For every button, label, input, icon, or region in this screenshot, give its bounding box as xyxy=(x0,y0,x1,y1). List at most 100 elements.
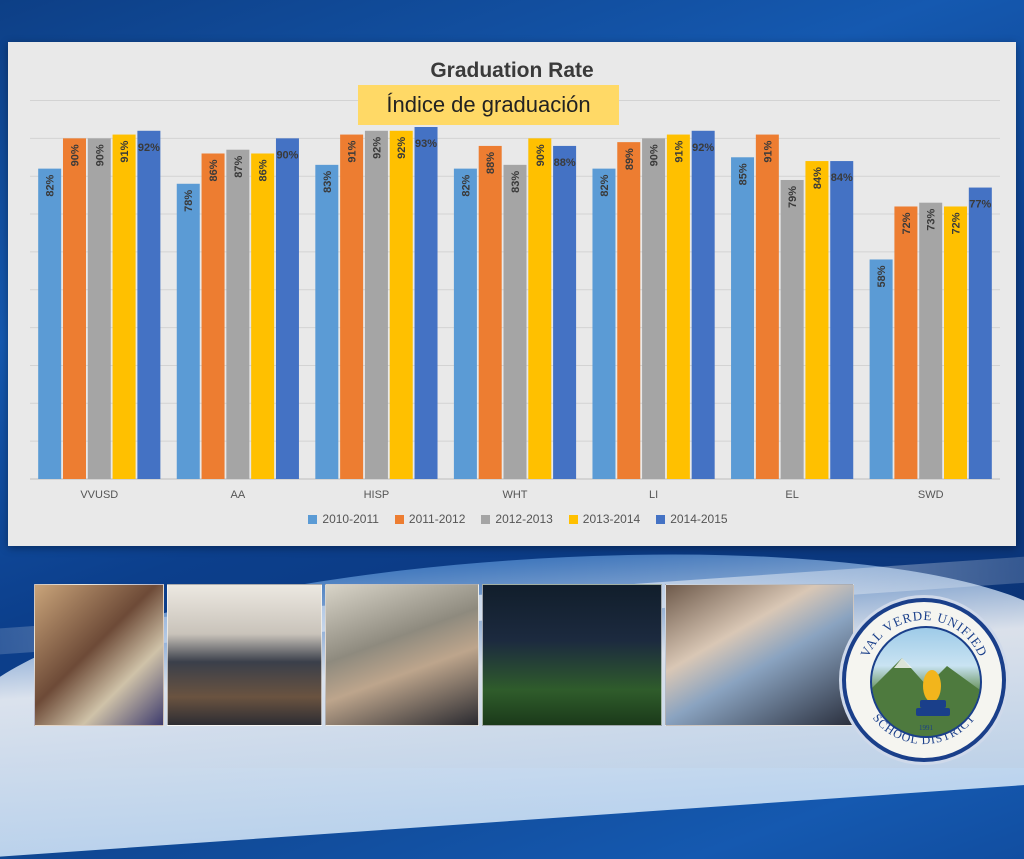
bar-li-2014-2015 xyxy=(691,130,715,479)
data-label: 91% xyxy=(762,140,774,162)
bar-hisp-2012-2013 xyxy=(364,130,388,479)
legend-item: 2014-2015 xyxy=(656,512,728,526)
data-label: 82% xyxy=(460,174,472,196)
chart-title: Graduation Rate xyxy=(430,59,594,82)
legend-swatch xyxy=(481,514,491,524)
data-label: 90% xyxy=(535,144,547,166)
bar-vvusd-2012-2013 xyxy=(87,138,111,479)
bar-vvusd-2010-2011 xyxy=(38,168,62,479)
data-label: 92% xyxy=(371,137,383,159)
data-label: 83% xyxy=(510,171,522,193)
bar-aa-2014-2015 xyxy=(275,138,299,479)
bar-el-2011-2012 xyxy=(755,134,779,479)
teacher-with-students-photo xyxy=(664,584,854,726)
chart-panel: 82% 90% 90% 91% 92% VVUSD 78% 86% 87% 86% 90% AA 83%… xyxy=(8,42,1016,546)
data-label: 88% xyxy=(554,157,576,169)
data-label: 77% xyxy=(969,199,991,211)
data-label: 82% xyxy=(45,174,57,196)
x-tick-label: WHT xyxy=(502,489,527,501)
bar-swd-2010-2011 xyxy=(869,259,893,479)
bar-aa-2013-2014 xyxy=(251,153,275,479)
logo-landscape-icon: 1991 xyxy=(870,626,982,738)
data-label: 91% xyxy=(119,140,131,162)
bar-li-2013-2014 xyxy=(666,134,690,479)
legend-swatch xyxy=(568,514,578,524)
bar-el-2010-2011 xyxy=(731,157,755,479)
data-label: 72% xyxy=(901,212,913,234)
bar-el-2014-2015 xyxy=(830,161,854,479)
computer-lab-photo xyxy=(167,584,322,726)
data-label: 90% xyxy=(94,144,106,166)
data-label: 92% xyxy=(692,142,714,154)
legend-swatch xyxy=(656,514,666,524)
data-label: 84% xyxy=(812,167,824,189)
data-label: 92% xyxy=(396,137,408,159)
bar-wht-2012-2013 xyxy=(503,164,527,479)
data-label: 86% xyxy=(208,159,220,181)
bar-wht-2014-2015 xyxy=(553,145,577,479)
bar-vvusd-2011-2012 xyxy=(62,138,86,479)
bar-hisp-2010-2011 xyxy=(315,164,339,479)
classroom-visit-photo xyxy=(324,584,480,726)
x-tick-label: LI xyxy=(649,489,658,501)
x-tick-label: HISP xyxy=(364,489,390,501)
legend-item: 2011-2012 xyxy=(394,512,466,526)
data-label: 84% xyxy=(831,172,853,184)
bar-swd-2012-2013 xyxy=(919,202,943,480)
district-seal-logo: VAL VERDE UNIFIED SCHOOL DISTRICT 1991 xyxy=(842,598,1006,762)
students-with-poster-photo xyxy=(34,584,165,726)
legend-item: 2012-2013 xyxy=(481,512,553,526)
legend-label: 2012-2013 xyxy=(495,512,553,526)
data-label: 79% xyxy=(787,186,799,208)
legend-item: 2010-2011 xyxy=(308,512,379,526)
bar-wht-2011-2012 xyxy=(478,145,502,479)
data-label: 58% xyxy=(876,265,888,287)
legend-item: 2013-2014 xyxy=(568,512,641,526)
bar-wht-2010-2011 xyxy=(453,168,477,479)
bar-swd-2011-2012 xyxy=(894,206,918,479)
bar-aa-2012-2013 xyxy=(226,149,250,479)
data-label: 91% xyxy=(673,140,685,162)
bar-chart: 82% 90% 90% 91% 92% VVUSD 78% 86% 87% 86% 90% AA 83%… xyxy=(30,100,1000,501)
x-tick-label: SWD xyxy=(918,489,944,501)
bar-hisp-2011-2012 xyxy=(340,134,364,479)
bar-li-2010-2011 xyxy=(592,168,616,479)
data-label: 88% xyxy=(485,152,497,174)
chart-subtitle: Índice de graduación xyxy=(358,85,619,125)
bar-wht-2013-2014 xyxy=(528,138,552,479)
bar-aa-2011-2012 xyxy=(201,153,225,479)
legend-label: 2013-2014 xyxy=(582,512,641,526)
data-label: 85% xyxy=(738,163,750,185)
chart-legend: 2010-2011 2011-2012 2012-2013 2013-2014 2014… xyxy=(308,512,728,526)
x-tick-label: EL xyxy=(785,489,798,501)
data-label: 72% xyxy=(951,212,963,234)
bar-li-2012-2013 xyxy=(642,138,666,479)
bar-hisp-2014-2015 xyxy=(414,127,438,479)
bar-vvusd-2013-2014 xyxy=(112,134,136,479)
data-label: 90% xyxy=(649,144,661,166)
data-label: 87% xyxy=(233,156,245,178)
data-label: 92% xyxy=(138,142,160,154)
bar-vvusd-2014-2015 xyxy=(137,130,161,479)
legend-swatch xyxy=(394,514,404,524)
data-label: 73% xyxy=(926,208,938,230)
data-label: 89% xyxy=(624,148,636,170)
bar-hisp-2013-2014 xyxy=(389,130,413,479)
data-label: 83% xyxy=(322,171,334,193)
legend-label: 2010-2011 xyxy=(322,512,379,526)
football-players-photo xyxy=(482,584,662,726)
data-label: 86% xyxy=(258,159,270,181)
bar-li-2011-2012 xyxy=(617,142,641,480)
logo-year: 1991 xyxy=(919,724,933,732)
legend-swatch xyxy=(308,514,318,524)
x-tick-label: VVUSD xyxy=(80,489,118,501)
legend-label: 2014-2015 xyxy=(670,512,728,526)
legend-label: 2011-2012 xyxy=(408,512,466,526)
bar-swd-2014-2015 xyxy=(968,187,992,479)
bar-aa-2010-2011 xyxy=(176,183,200,479)
data-label: 90% xyxy=(276,149,298,161)
data-label: 91% xyxy=(347,140,359,162)
data-label: 82% xyxy=(599,174,611,196)
data-label: 90% xyxy=(69,144,81,166)
data-label: 93% xyxy=(415,138,437,150)
